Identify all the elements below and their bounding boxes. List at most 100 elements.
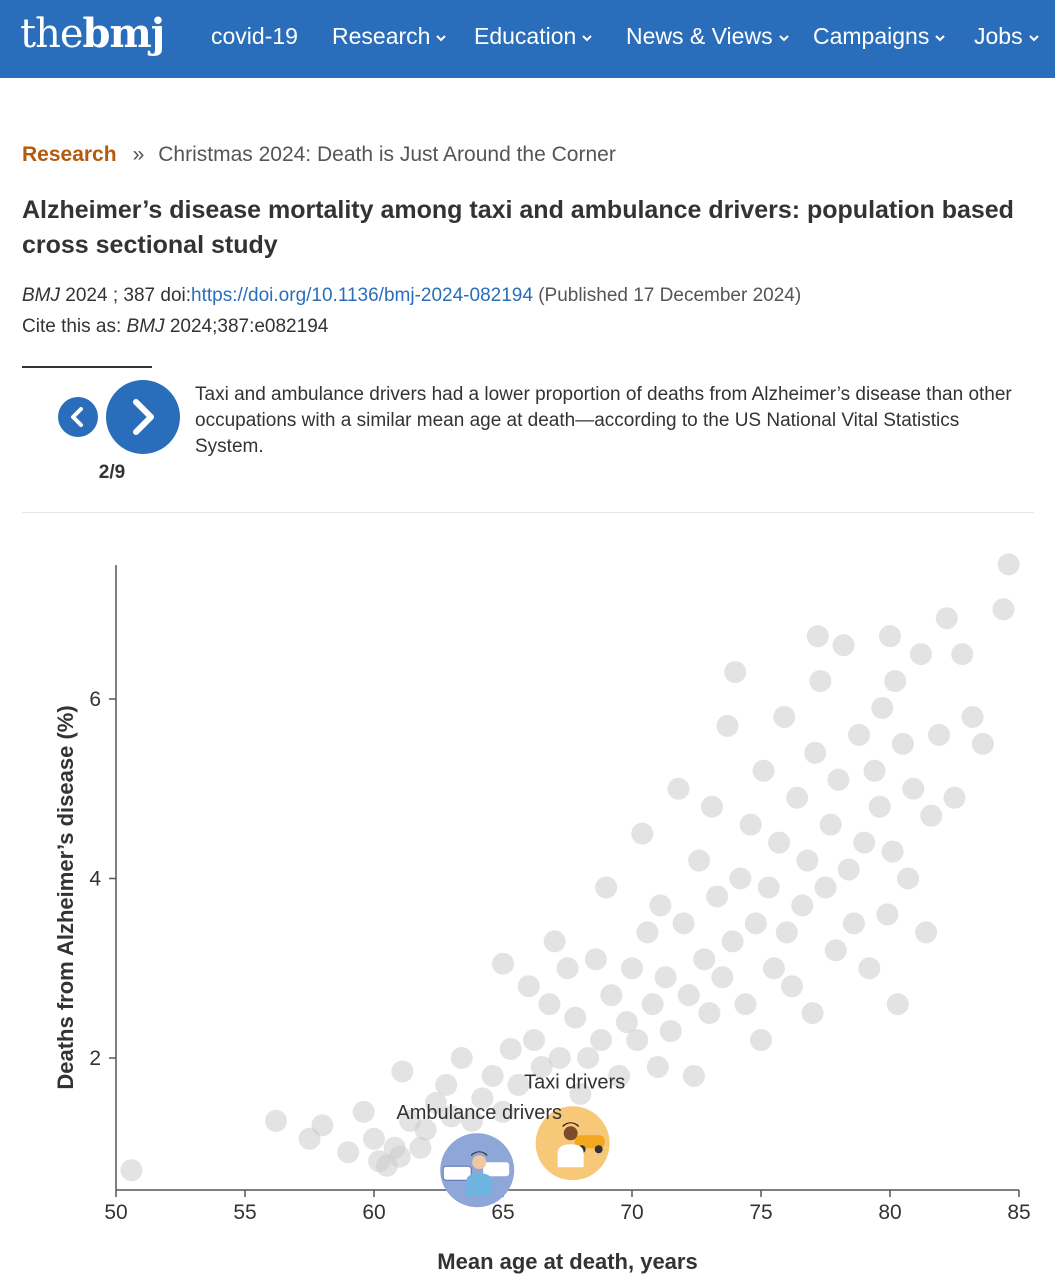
doi-label: doi: [160, 285, 192, 306]
data-point [615, 1011, 638, 1034]
data-points [120, 553, 1020, 1182]
journal-name: BMJ [22, 285, 60, 306]
nav-item-jobs[interactable]: Jobs [974, 0, 1039, 78]
breadcrumb-research-link[interactable]: Research [22, 143, 117, 166]
next-slide-button[interactable] [106, 380, 180, 454]
data-point [672, 912, 695, 935]
data-point [584, 948, 607, 971]
data-point [819, 813, 842, 836]
article-title: Alzheimer’s disease mortality among taxi… [22, 196, 1014, 259]
highlight-circle [535, 1106, 610, 1181]
nav-item-label: covid-19 [211, 23, 298, 49]
bmj-logo[interactable]: thebmj [20, 9, 165, 59]
data-point [677, 984, 700, 1007]
taxi-car [574, 1135, 605, 1149]
data-point [548, 1047, 571, 1069]
data-point [577, 1047, 600, 1069]
nav-item-label: Campaigns [813, 23, 930, 49]
data-point [809, 670, 832, 693]
data-point [543, 930, 566, 953]
data-point [311, 1114, 334, 1137]
data-point [440, 1105, 463, 1128]
scatter-chart: 50 55 60 65 70 75 80 85 2 4 6 Mean age at death, ye… [53, 553, 1031, 1274]
data-point [837, 858, 860, 881]
data-point [706, 885, 729, 908]
data-point [424, 1091, 447, 1114]
data-point [935, 607, 958, 630]
data-point [388, 1145, 411, 1168]
data-point [842, 912, 865, 935]
data-point [752, 759, 775, 782]
x-tick-label: 65 [491, 1201, 514, 1224]
nav-item-label: Jobs [974, 23, 1023, 49]
divider [22, 512, 1034, 513]
data-point [590, 1029, 613, 1052]
previous-slide-button[interactable] [58, 397, 98, 437]
x-tick-label: 50 [104, 1201, 127, 1224]
data-point [858, 957, 881, 980]
data-point [337, 1141, 360, 1164]
data-point [517, 975, 540, 998]
data-point [264, 1109, 287, 1132]
published-date: (Published 17 December 2024) [538, 285, 802, 306]
data-point [667, 777, 690, 800]
data-point [879, 625, 901, 648]
data-point [868, 795, 891, 818]
data-point [481, 1064, 504, 1087]
data-point [992, 598, 1015, 621]
data-point [734, 993, 757, 1016]
person-head [472, 1155, 487, 1170]
data-point [522, 1029, 545, 1052]
y-tick-label: 6 [89, 688, 101, 711]
data-point [902, 777, 925, 800]
chevron-right-icon [133, 399, 154, 435]
data-point [915, 921, 938, 944]
data-point [824, 939, 847, 962]
x-tick-label: 75 [749, 1201, 772, 1224]
data-point [876, 903, 899, 926]
breadcrumb-current[interactable]: Christmas 2024: Death is Just Around the… [158, 143, 616, 166]
chevron-down-icon [436, 35, 447, 42]
data-point [773, 705, 796, 728]
nav-item-research[interactable]: Research [332, 0, 447, 78]
data-point [796, 849, 819, 872]
data-point [569, 1082, 592, 1105]
highlight-circle [440, 1133, 515, 1208]
data-point [698, 1002, 721, 1025]
data-point [971, 732, 994, 755]
person-body [466, 1173, 493, 1197]
nav-item-covid[interactable]: covid-19 [211, 0, 298, 78]
data-point [435, 1073, 458, 1096]
data-point [739, 813, 762, 836]
doi-link[interactable]: https://doi.org/10.1136/bmj-2024-082194 [191, 285, 533, 306]
data-point [997, 553, 1020, 576]
chevron-down-icon [778, 35, 789, 42]
data-point [897, 867, 920, 890]
logo-the: the [20, 11, 84, 57]
data-point [804, 741, 827, 764]
data-point [724, 661, 747, 684]
data-point [881, 840, 904, 863]
axes: 50 55 60 65 70 75 80 85 2 4 6 Mean age at death, ye… [53, 565, 1031, 1274]
nav-item-news-views[interactable]: News & Views [626, 0, 789, 78]
chevron-down-icon [582, 35, 593, 42]
chevron-down-icon [935, 35, 946, 42]
x-tick-label: 60 [362, 1201, 385, 1224]
nav-item-label: News & Views [626, 23, 773, 49]
data-point [626, 1029, 649, 1052]
data-point [693, 948, 716, 971]
nav-item-education[interactable]: Education [474, 0, 593, 78]
data-point [391, 1060, 414, 1083]
data-point [775, 921, 798, 944]
nav-item-campaigns[interactable]: Campaigns [813, 0, 946, 78]
data-point [608, 1064, 631, 1087]
data-point [688, 849, 711, 872]
divider [22, 366, 152, 368]
highlight-label: Taxi drivers [524, 1071, 625, 1093]
data-point [806, 625, 829, 648]
data-point [863, 759, 886, 782]
citation-line: BMJ 2024 ; 387 doi:https://doi.org/10.11… [22, 285, 801, 307]
data-point [654, 966, 677, 989]
data-point [827, 768, 850, 791]
person-hair [471, 1151, 488, 1157]
